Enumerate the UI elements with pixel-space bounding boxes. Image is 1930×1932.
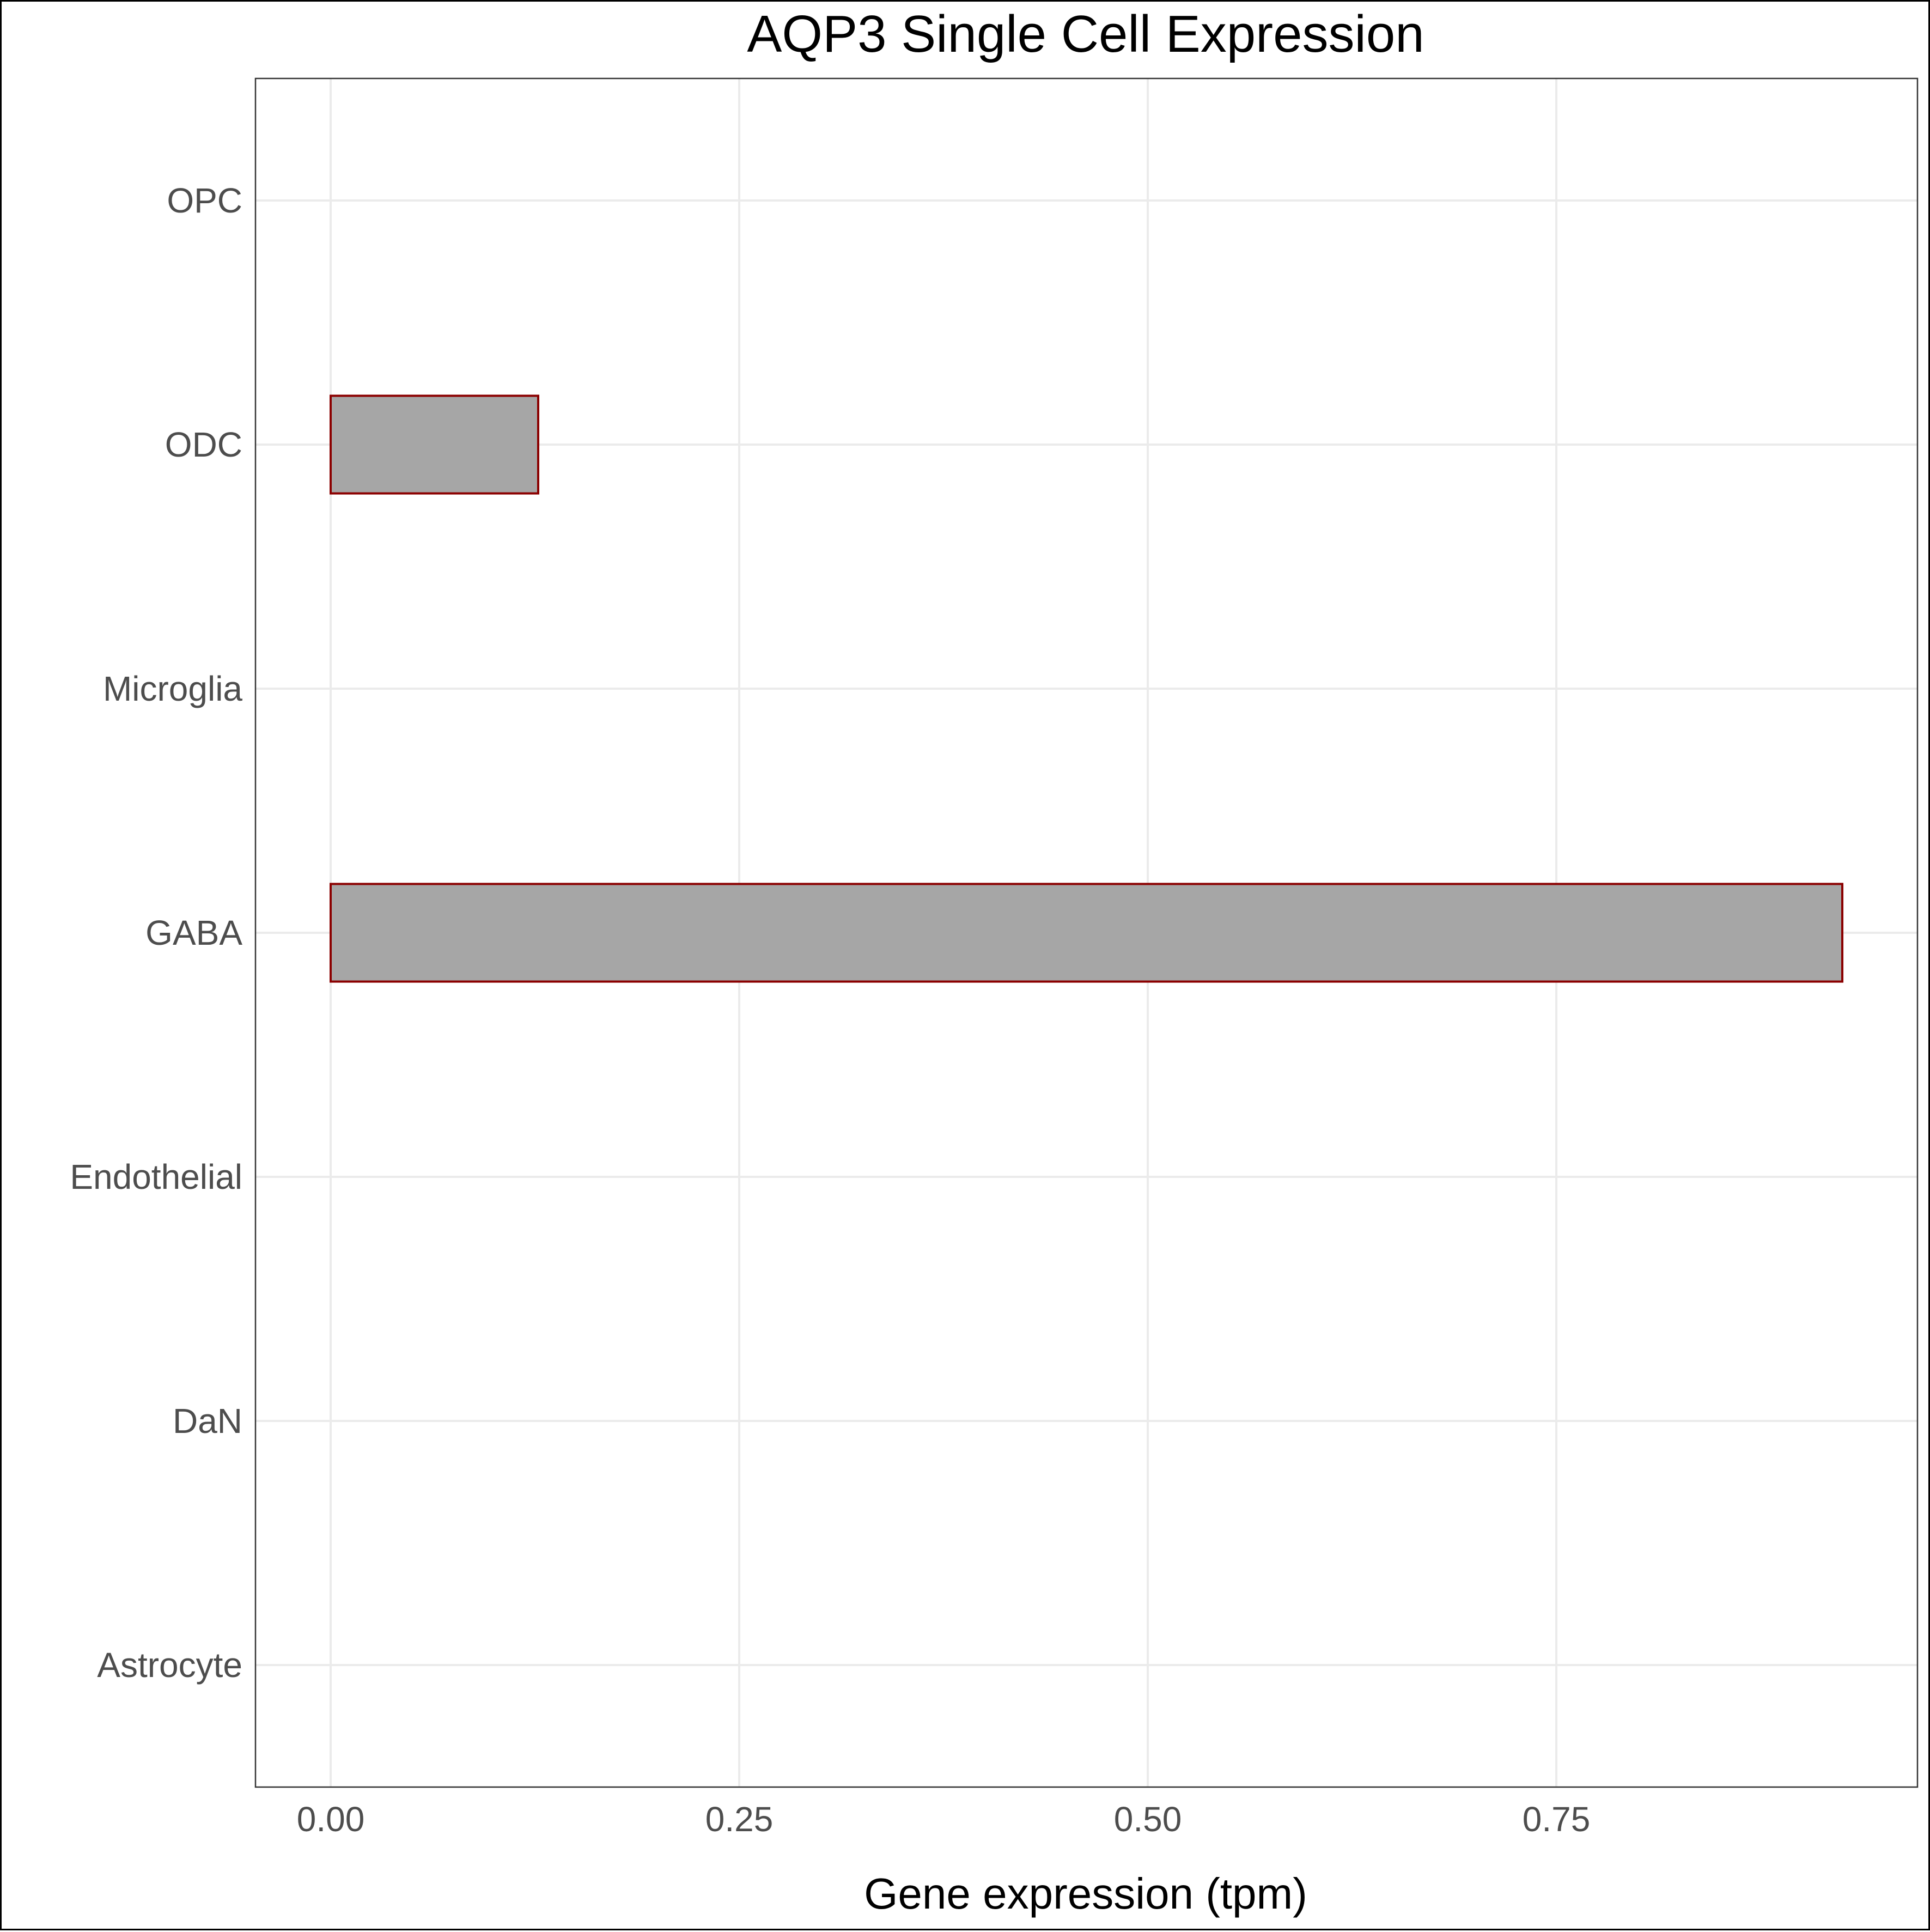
bar-gaba [330, 883, 1843, 983]
bar-odc [330, 394, 539, 495]
x-tick-label: 0.00 [297, 1800, 365, 1839]
x-tick-label: 0.50 [1114, 1800, 1182, 1839]
x-tick-label: 0.25 [705, 1800, 774, 1839]
y-tick-labels: Astrocyte DaN Endothelial GABA Microglia ODC O… [70, 181, 242, 1685]
grid-lines [255, 78, 1917, 1787]
x-axis-title: Gene expression (tpm) [864, 1869, 1307, 1918]
bars [330, 394, 1843, 983]
panel-border [254, 77, 1919, 1788]
y-tick-label: Endothelial [70, 1157, 242, 1196]
x-tick-label: 0.75 [1523, 1800, 1591, 1839]
x-tick-labels: 0.00 0.25 0.50 0.75 [297, 1800, 1591, 1839]
chart-title: AQP3 Single Cell Expression [747, 5, 1424, 63]
y-tick-label: DaN [173, 1401, 242, 1441]
y-tick-label: Microglia [103, 669, 242, 708]
y-tick-label: GABA [145, 913, 242, 952]
y-tick-label: ODC [165, 425, 242, 464]
y-tick-label: OPC [167, 181, 242, 220]
y-tick-label: Astrocyte [97, 1645, 242, 1685]
